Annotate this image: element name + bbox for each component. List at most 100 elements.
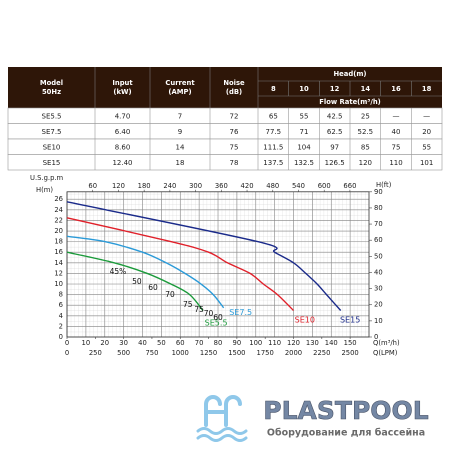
lpm-tick-label: 500 (117, 349, 130, 357)
table-cell: 12.40 (112, 159, 132, 167)
header-cell: 16 (391, 85, 401, 93)
y-tick-label: 0 (59, 333, 63, 341)
table-cell: 71 (300, 128, 309, 136)
table-cell: 85 (361, 143, 370, 151)
table-row (7, 154, 443, 171)
gpm-tick-label: 420 (241, 182, 254, 190)
y2-tick-label: 60 (374, 236, 383, 244)
x-tick-label: 0 (65, 339, 69, 347)
x-tick-label: 120 (287, 339, 300, 347)
header-cell: Flow Rate(m³/h) (319, 98, 381, 106)
y-tick-label: 4 (59, 312, 63, 320)
x-tick-label: 110 (268, 339, 281, 347)
x-tick-label: 60 (176, 339, 185, 347)
plot-frame (66, 191, 370, 338)
logo-icon (196, 395, 248, 442)
y2-tick-label: 20 (374, 301, 383, 309)
x-tick-label: 150 (344, 339, 357, 347)
y-axis-label: H(m) (36, 186, 53, 194)
table-cell: 78 (230, 159, 239, 167)
table-cell: 55 (300, 112, 309, 120)
logo-tagline: Оборудование для бассейна (267, 428, 425, 439)
series-label: SE5.5 (205, 319, 228, 328)
top-axis-label: U.S.g.p.m (30, 174, 64, 182)
x-tick-label: 20 (100, 339, 109, 347)
header-cell: 8 (271, 85, 276, 93)
header-cell: 50Hz (42, 88, 61, 96)
lpm-tick-label: 2000 (285, 349, 302, 357)
table-cell: 77.5 (266, 128, 282, 136)
table-header-bg (8, 67, 442, 108)
y2-tick-label: 50 (374, 252, 383, 260)
header-cell: 18 (422, 85, 432, 93)
table-cell: 4.70 (115, 112, 131, 120)
table-cell: 65 (269, 112, 278, 120)
header-cell: 14 (361, 85, 371, 93)
y-tick-label: 18 (54, 238, 63, 246)
series-label: SE15 (340, 316, 360, 325)
y2-tick-label: 30 (374, 285, 383, 293)
lpm-tick-label: 1250 (200, 349, 217, 357)
x-tick-label: 90 (233, 339, 242, 347)
logo-name: PLASTPOOL (263, 396, 428, 425)
table-cell: 6.40 (115, 128, 131, 136)
lpm-tick-label: 0 (65, 349, 69, 357)
table-cell: 20 (422, 128, 431, 136)
efficiency-label: 70 (204, 309, 214, 318)
series-label: SE7.5 (229, 308, 252, 317)
table-cell: 18 (176, 159, 185, 167)
header-cell: Current (165, 79, 195, 87)
efficiency-label: 75 (194, 305, 204, 314)
table-cell: SE15 (43, 159, 61, 167)
y-tick-label: 24 (54, 206, 63, 214)
table-cell: 25 (361, 112, 370, 120)
y2-tick-label: 10 (374, 317, 383, 325)
y-tick-label: 12 (54, 269, 63, 277)
x-tick-label: 100 (249, 339, 262, 347)
table-cell: 42.5 (327, 112, 343, 120)
lpm-tick-label: 2500 (341, 349, 358, 357)
y2-tick-label: 90 (374, 188, 383, 196)
pump-curve (66, 235, 225, 309)
header-cell: Model (40, 79, 63, 87)
y-tick-label: 22 (54, 216, 63, 224)
pump-curve (66, 251, 204, 311)
y2-tick-label: 40 (374, 268, 383, 276)
table-cell: 76 (230, 128, 239, 136)
table-cell: 40 (392, 128, 401, 136)
table-cell: 137.5 (263, 159, 283, 167)
table-cell: 72 (230, 112, 239, 120)
x-tick-label: 70 (195, 339, 204, 347)
gpm-tick-label: 120 (112, 182, 125, 190)
y-tick-label: 20 (54, 227, 63, 235)
table-cell: 110 (389, 159, 402, 167)
header-cell: Head(m) (333, 70, 366, 78)
y-tick-label: 26 (54, 195, 63, 203)
table-cell: 120 (359, 159, 372, 167)
table-row (7, 138, 443, 155)
table-cell: SE10 (43, 143, 61, 151)
pump-curve (66, 217, 294, 312)
table-row (7, 123, 443, 140)
table-cell: SE7.5 (42, 128, 62, 136)
lpm-tick-label: 250 (89, 349, 102, 357)
table-cell: — (423, 112, 430, 120)
efficiency-label: 45% (110, 267, 127, 276)
gpm-tick-label: 600 (318, 182, 331, 190)
y-tick-label: 6 (59, 301, 63, 309)
y-tick-label: 10 (54, 280, 63, 288)
efficiency-label: 70 (165, 290, 175, 299)
table-cell: 52.5 (358, 128, 374, 136)
x-tick-label: 140 (325, 339, 338, 347)
y-tick-label: 14 (54, 259, 63, 267)
x-tick-label: 80 (214, 339, 223, 347)
table-cell: 62.5 (327, 128, 343, 136)
efficiency-label: 50 (132, 277, 142, 286)
gpm-tick-label: 540 (292, 182, 305, 190)
gpm-tick-label: 360 (215, 182, 228, 190)
y2-tick-label: 70 (374, 220, 383, 228)
gpm-tick-label: 240 (163, 182, 176, 190)
gpm-tick-label: 60 (88, 182, 97, 190)
x-tick-label: 30 (119, 339, 128, 347)
